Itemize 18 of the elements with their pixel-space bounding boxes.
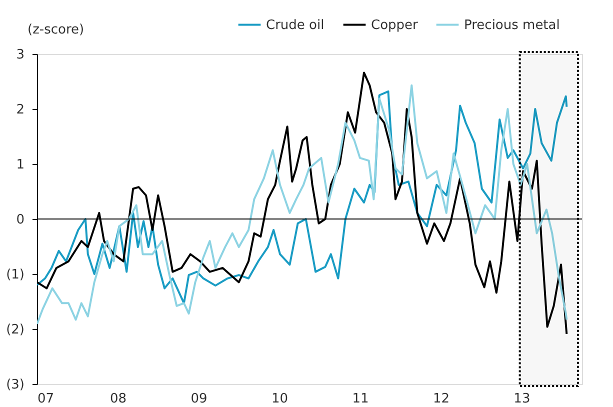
x-tick-label: 11 [352,392,369,406]
x-tick-label: 10 [271,392,288,406]
x-tick-label: 08 [110,392,127,406]
x-tick-label: 12 [432,392,450,406]
y-tick-label: 2 [16,102,24,118]
legend-label: Copper [371,18,419,33]
y-tick-label: (3) [6,378,24,392]
y-axis-title: (z-score) [28,22,84,38]
legend-label: Crude oil [266,18,324,33]
y-tick-label: 0 [16,212,24,228]
y-tick-label: (1) [6,268,24,282]
y-tick-label: 3 [16,48,24,62]
legend-label: Precious metal [464,18,560,33]
y-tick-label: (2) [6,322,24,338]
x-tick-label: 07 [38,392,54,406]
y-tick-label: 1 [16,158,24,172]
x-tick-label: 09 [190,392,208,406]
x-tick-label: 13 [514,392,530,406]
